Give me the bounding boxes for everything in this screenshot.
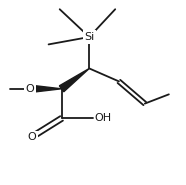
Text: O: O — [28, 132, 36, 142]
Text: O: O — [26, 84, 34, 94]
Polygon shape — [30, 85, 62, 92]
Text: OH: OH — [95, 113, 112, 123]
Text: Si: Si — [84, 32, 94, 42]
Polygon shape — [59, 68, 89, 92]
